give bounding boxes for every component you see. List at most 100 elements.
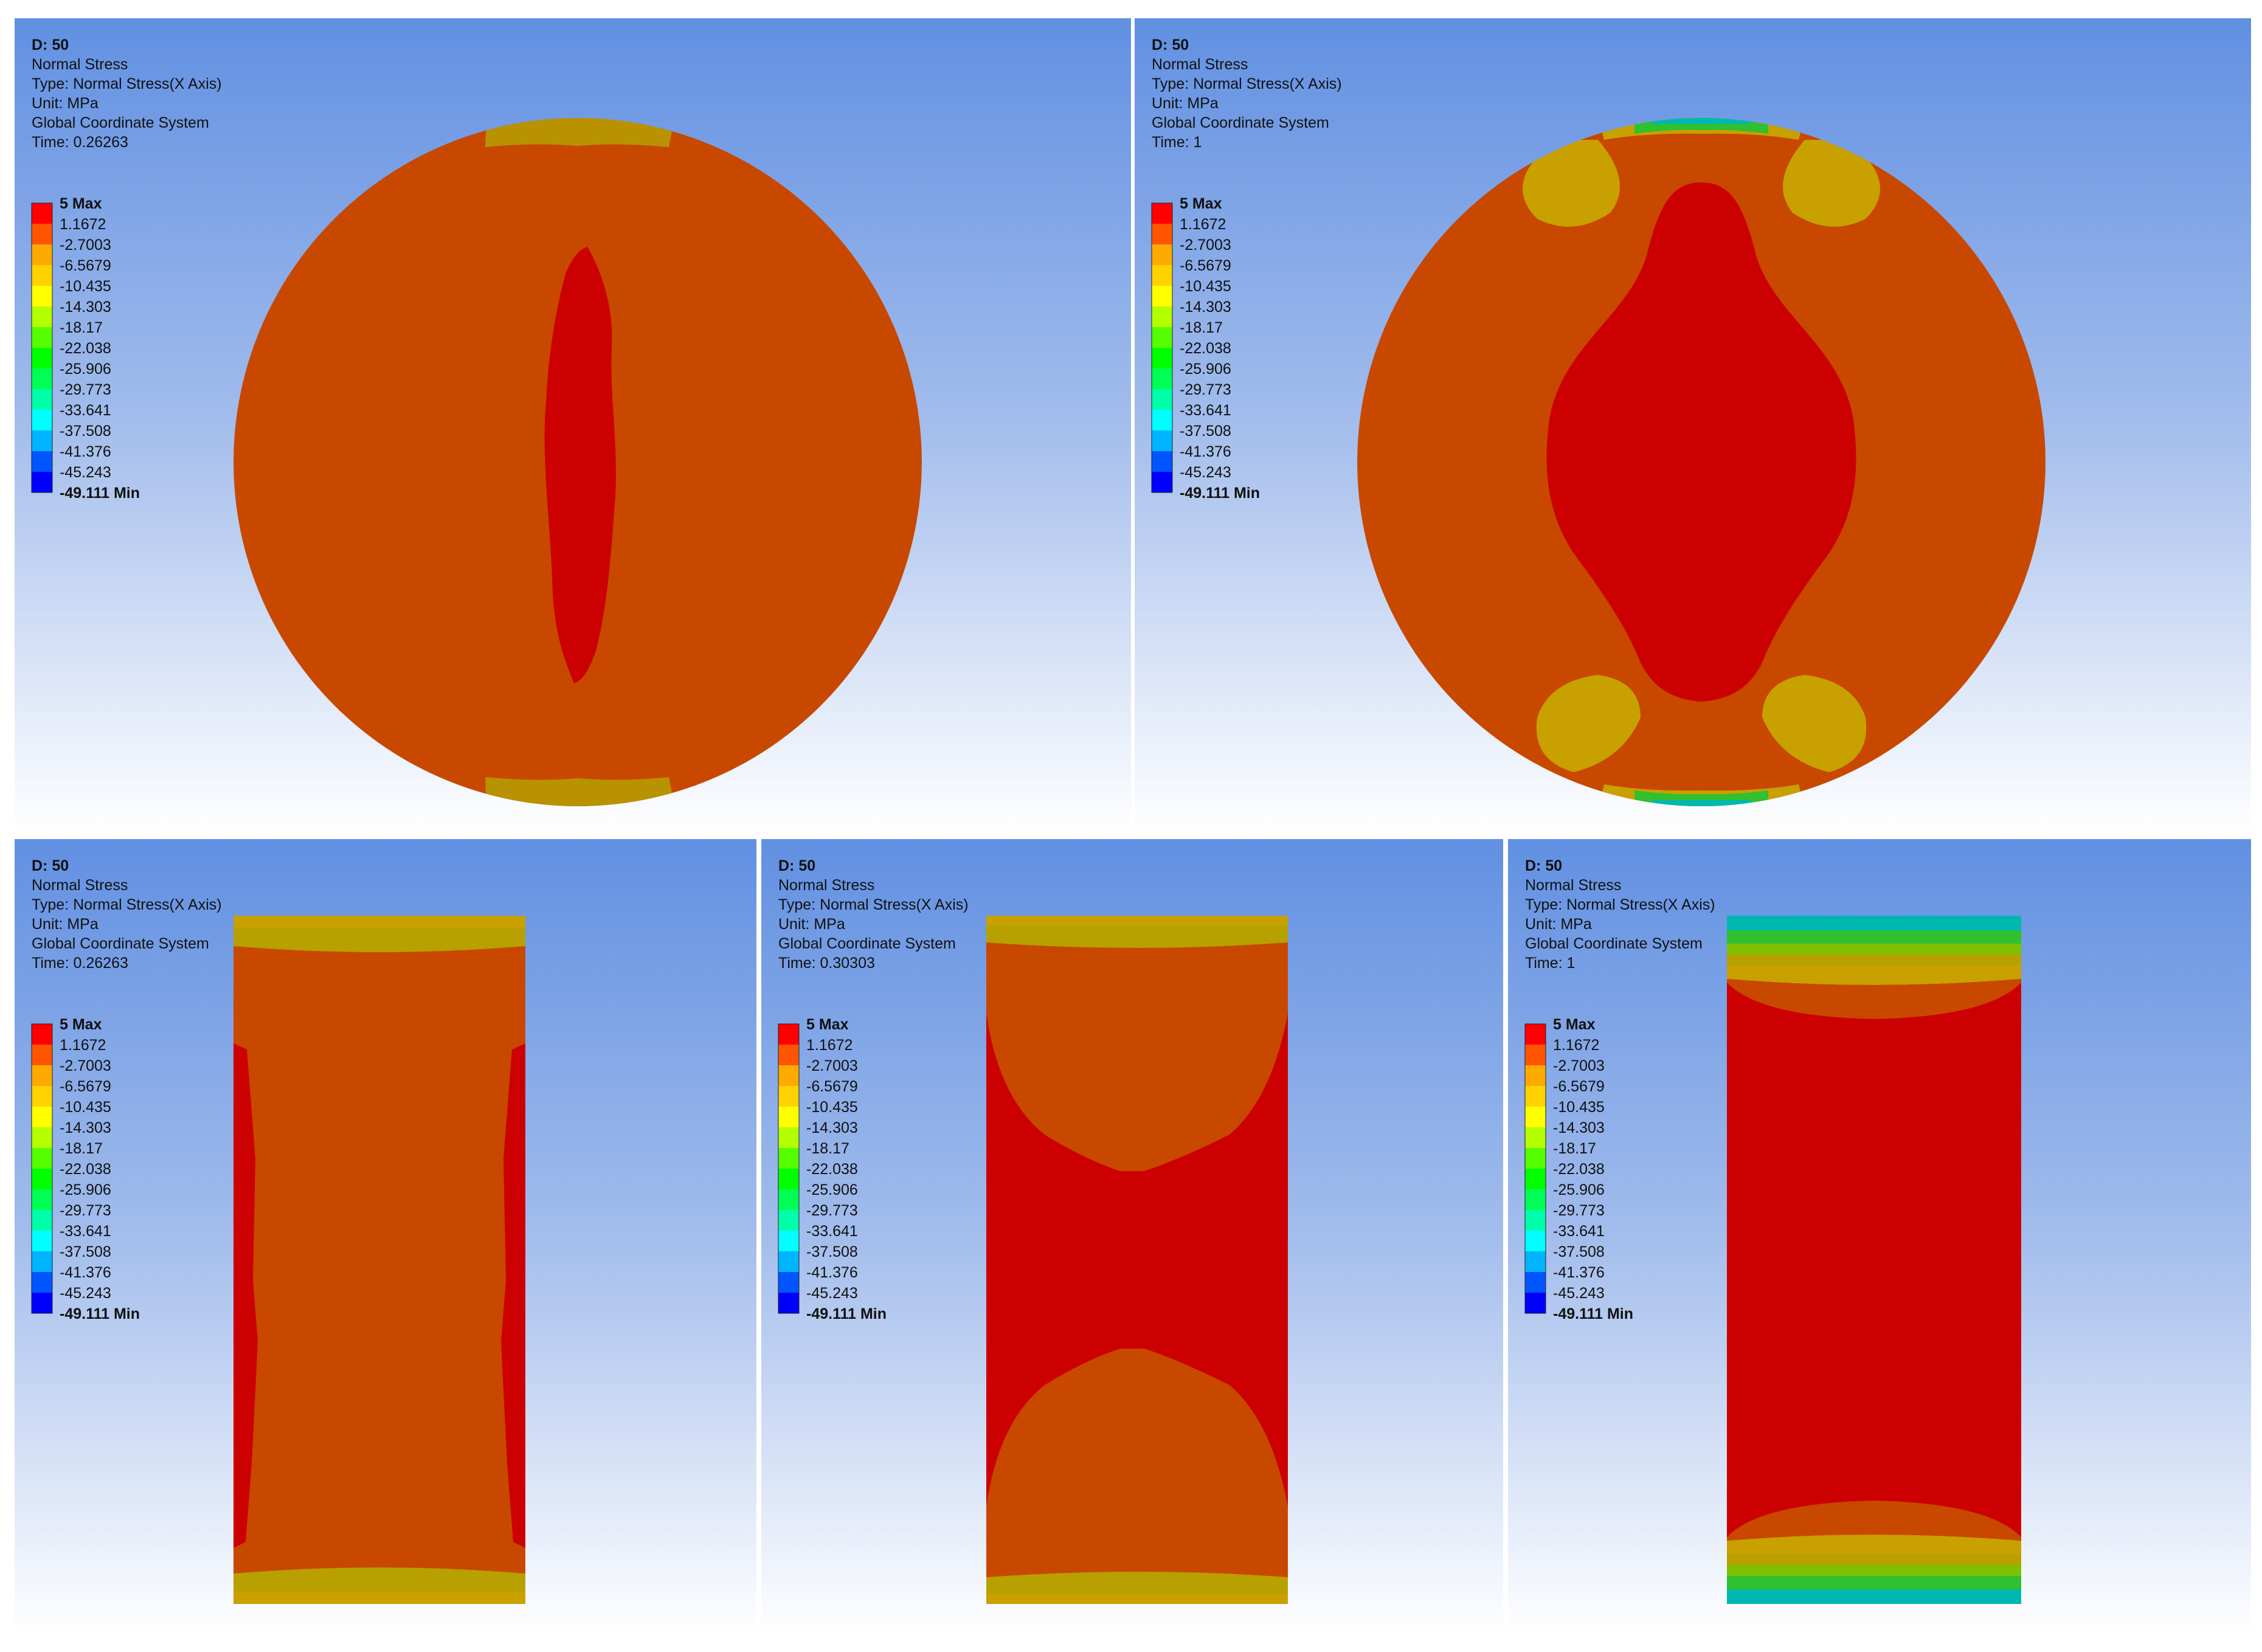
result-time: Time: 0.26263 [32,134,128,151]
legend-swatch [1152,327,1172,348]
legend-label: -29.773 [806,1202,858,1219]
legend-label: -14.303 [1180,299,1231,316]
top-band-orange [1727,979,2021,1019]
legend-label: -18.17 [1180,319,1223,336]
legend-swatch [778,1189,799,1210]
legend-swatch [32,1086,52,1107]
legend-label: -18.17 [806,1140,849,1157]
legend-swatch [1152,451,1172,472]
legend-label: -6.5679 [1180,257,1231,274]
legend-label: 5 Max [1553,1016,1596,1033]
top-band-lime [1727,944,2021,955]
legend-swatch [32,1251,52,1272]
legend-swatch [1152,430,1172,451]
legend-swatch [32,1107,52,1127]
legend-label: -22.038 [806,1161,858,1178]
legend-swatch [1525,1127,1546,1148]
legend-swatch [1152,286,1172,306]
legend-label: -49.111 Min [1180,485,1260,502]
legend-frame [1524,1023,1546,1314]
bottom-band [233,1567,525,1592]
bottom-band-outer [233,1592,525,1604]
legend-label: -14.303 [60,299,111,316]
legend-swatch [1525,1251,1546,1272]
legend-swatch [1525,1045,1546,1065]
legend-swatch [778,1107,799,1127]
legend-swatch [32,265,52,286]
legend-label: -45.243 [806,1285,858,1302]
legend-label: -41.376 [60,1264,111,1281]
legend-label: -29.773 [60,381,111,398]
legend-label: -22.038 [60,1161,111,1178]
coordinate-system: Global Coordinate System [778,935,956,952]
upper-compression-cone [986,916,1288,1171]
legend-swatch [32,1065,52,1086]
cylinder-body [1727,916,2021,1604]
legend-label: -22.038 [60,340,111,357]
top-band-olive [1727,966,2021,985]
legend-label: 5 Max [60,1016,102,1033]
disc-stress-view [231,116,924,809]
legend-swatch [32,389,52,410]
legend-swatch [1152,203,1172,224]
legend-swatch [778,1293,799,1313]
legend-label: -25.906 [60,1181,111,1198]
cylinder-stress-view [986,916,1288,1604]
result-info: D: 50 Normal Stress Type: Normal Stress(… [1152,35,1342,152]
legend-swatch [1525,1148,1546,1169]
legend-label: -41.376 [1180,443,1231,460]
bottom-band [986,1572,1288,1594]
result-name: Normal Stress [1152,56,1248,73]
legend-swatch [1525,1293,1546,1313]
cylinder-body [233,916,525,1604]
legend-label: -49.111 Min [1553,1305,1633,1322]
legend-label: -33.641 [1553,1223,1605,1240]
result-name: Normal Stress [32,56,128,73]
legend-label: 5 Max [60,195,102,212]
coordinate-system: Global Coordinate System [32,114,209,131]
legend-label: -25.906 [60,361,111,378]
top-band-yellow [1727,955,2021,966]
legend-swatch [32,1231,52,1251]
legend-label: -25.906 [1180,361,1231,378]
lower-left-lobe [1536,675,1641,772]
legend-swatch [1152,224,1172,244]
legend-swatch [32,1169,52,1189]
cylinder-stress-view [233,916,525,1604]
upper-right-lobe [1783,140,1880,227]
legend-label: -2.7003 [60,237,111,254]
legend-swatch [32,430,52,451]
legend-swatch [32,472,52,492]
result-time: Time: 1 [1152,134,1202,151]
legend-label: -45.243 [60,464,111,481]
legend-label: -18.17 [60,1140,103,1157]
legend-label: -37.508 [60,1243,111,1260]
legend-swatch [32,203,52,224]
result-panel-1: D: 50 Normal Stress Type: Normal Stress(… [15,18,1131,833]
result-unit: Unit: MPa [1152,95,1219,112]
result-title: D: 50 [32,36,69,54]
legend-label: -18.17 [60,319,103,336]
legend-label: -33.641 [806,1223,858,1240]
top-band-green [1727,930,2021,944]
color-legend: 5 Max 1.1672 -2.7003 -6.5679 -10.435 -14.303 -… [778,1016,961,1335]
legend-label: -2.7003 [1180,237,1231,254]
legend-label: -6.5679 [1553,1078,1605,1095]
legend-label: 1.1672 [60,216,106,233]
top-band-outer [233,916,525,928]
result-time: Time: 0.26263 [32,955,128,972]
legend-label: 5 Max [1180,195,1222,212]
legend-label: -45.243 [1553,1285,1605,1302]
result-type: Type: Normal Stress(X Axis) [32,75,222,92]
legend-swatch [1152,368,1172,389]
legend-label: -14.303 [60,1119,111,1136]
legend-swatch [778,1210,799,1231]
coordinate-system: Global Coordinate System [32,935,209,952]
result-unit: Unit: MPa [32,95,99,112]
legend-label: -29.773 [1553,1202,1605,1219]
legend-label: -37.508 [1180,423,1231,440]
result-info: D: 50 Normal Stress Type: Normal Stress(… [32,35,222,152]
legend-label: -29.773 [60,1202,111,1219]
legend-frame [778,1023,800,1314]
top-contact-center [1647,118,1756,124]
